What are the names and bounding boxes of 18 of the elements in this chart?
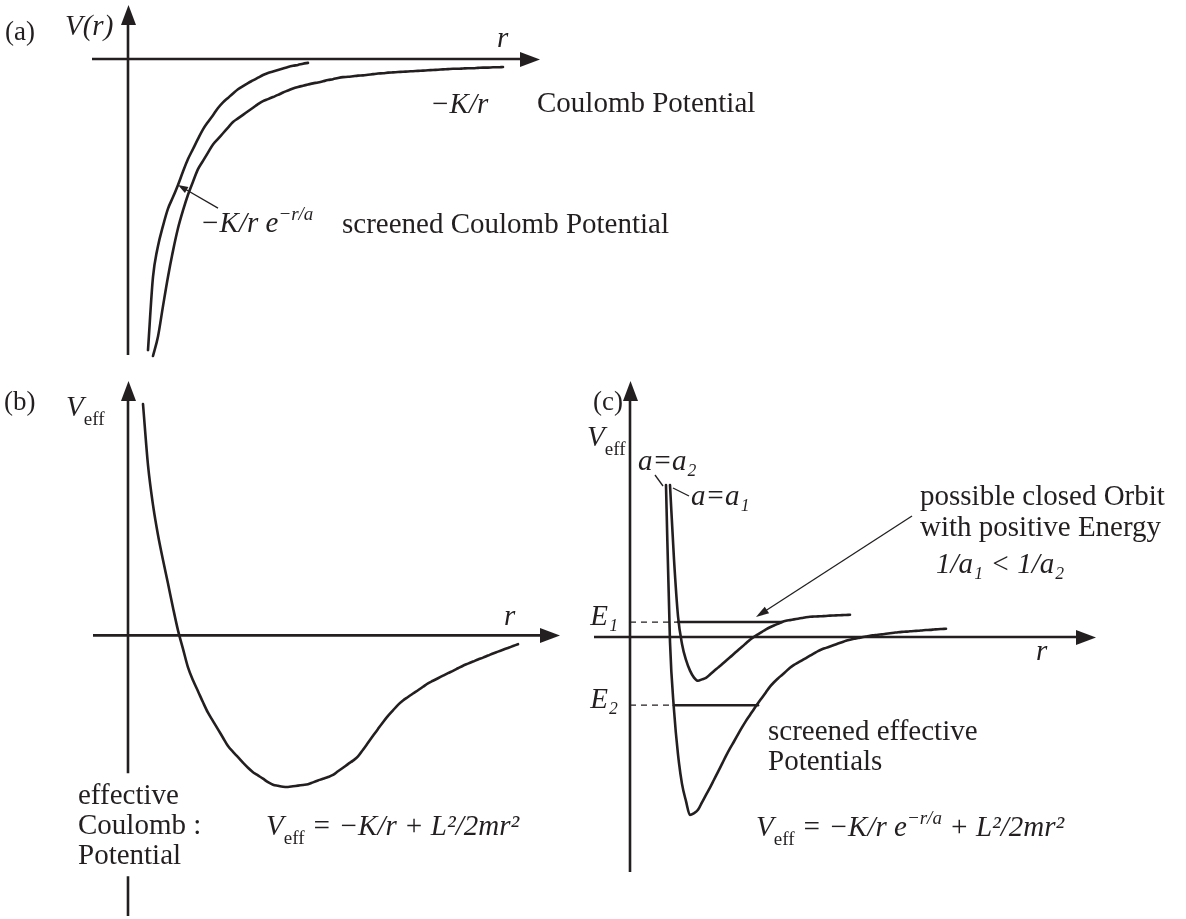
annotation: effective Coulomb : Potential [78, 778, 202, 870]
annotation: Coulomb Potential [537, 86, 756, 118]
chart-title: (b) [4, 386, 36, 416]
annotation: screened effective Potentials [768, 714, 978, 776]
x-axis-title: r [504, 599, 516, 631]
y-axis-title: V(r) [65, 9, 114, 42]
annotation: possible closed Orbit with positive Energy [920, 479, 1165, 542]
x-axis-title: r [497, 21, 509, 53]
chart-title: (a) [5, 16, 35, 46]
annotation: screened Coulomb Potential [342, 207, 669, 239]
series-label: E₂ [589, 682, 618, 715]
series-label: E₁ [589, 599, 618, 632]
chart-title: (c) [593, 386, 623, 416]
annotation: 1/a₁ < 1/a₂ [936, 547, 1065, 579]
series-label: −K/r [430, 87, 489, 119]
legend-label: a=a₁ [691, 479, 750, 511]
x-axis-title: r [1036, 634, 1048, 666]
series-label: a=a₂ [638, 444, 697, 476]
